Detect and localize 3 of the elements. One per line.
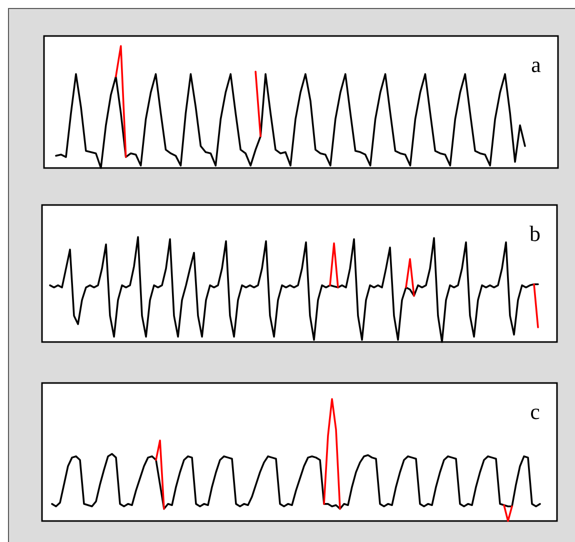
- chart-title: c: [530, 399, 540, 424]
- chart-title: b: [530, 221, 540, 246]
- chart-title: a: [531, 52, 542, 77]
